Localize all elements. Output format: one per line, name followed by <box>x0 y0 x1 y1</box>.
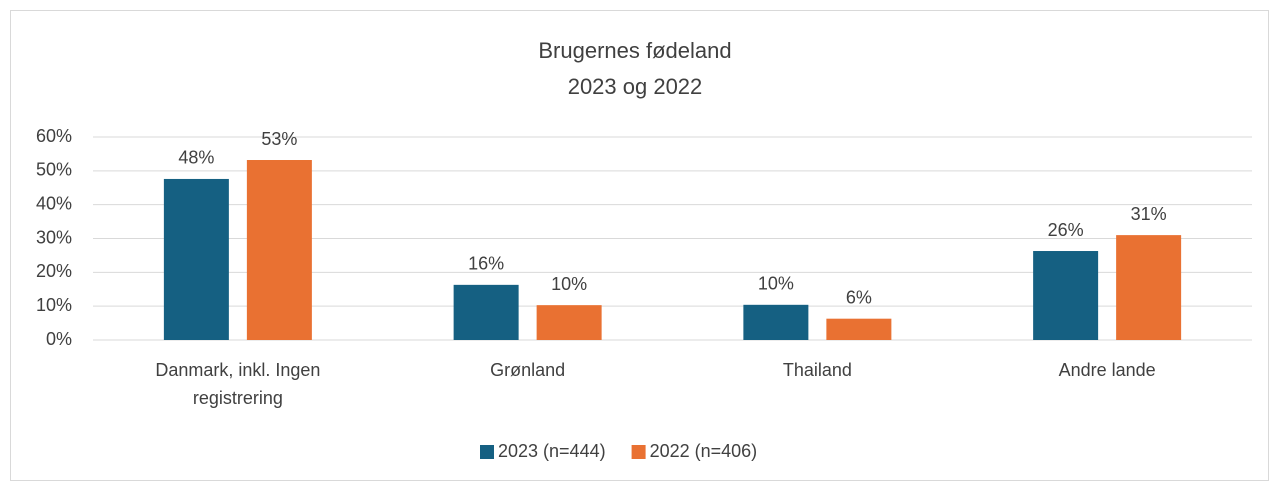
bar <box>536 305 602 340</box>
x-tick-label: Thailand <box>782 360 852 380</box>
data-label: 31% <box>1131 204 1167 224</box>
data-label: 10% <box>758 274 794 294</box>
bar <box>1116 235 1182 340</box>
legend-label: 2022 (n=406) <box>650 441 758 461</box>
x-tick-label: Grønland <box>490 360 566 380</box>
chart-title: Brugernes fødeland <box>538 38 731 63</box>
data-label: 26% <box>1048 220 1084 240</box>
data-label: 16% <box>468 254 504 274</box>
data-label: 10% <box>551 274 587 294</box>
bar <box>163 178 229 340</box>
data-label: 6% <box>846 287 872 307</box>
bar <box>453 284 519 340</box>
y-tick-label: 60% <box>36 126 72 146</box>
legend-swatch <box>480 445 494 459</box>
bar <box>1033 251 1099 340</box>
bar <box>826 318 892 340</box>
y-tick-label: 50% <box>36 160 72 180</box>
bar <box>246 160 312 340</box>
legend-label: 2023 (n=444) <box>498 441 606 461</box>
y-tick-label: 10% <box>36 295 72 315</box>
data-label: 53% <box>261 129 297 149</box>
y-tick-label: 0% <box>46 329 72 349</box>
x-tick-label: Danmark, inkl. Ingen registrering <box>155 360 321 408</box>
data-label: 48% <box>178 148 214 168</box>
y-tick-label: 40% <box>36 193 72 213</box>
bar <box>743 304 809 340</box>
y-tick-label: 30% <box>36 227 72 247</box>
y-tick-label: 20% <box>36 261 72 281</box>
x-tick-label: Andre lande <box>1058 360 1156 380</box>
legend-swatch <box>631 445 646 459</box>
chart-subtitle: 2023 og 2022 <box>568 74 703 99</box>
